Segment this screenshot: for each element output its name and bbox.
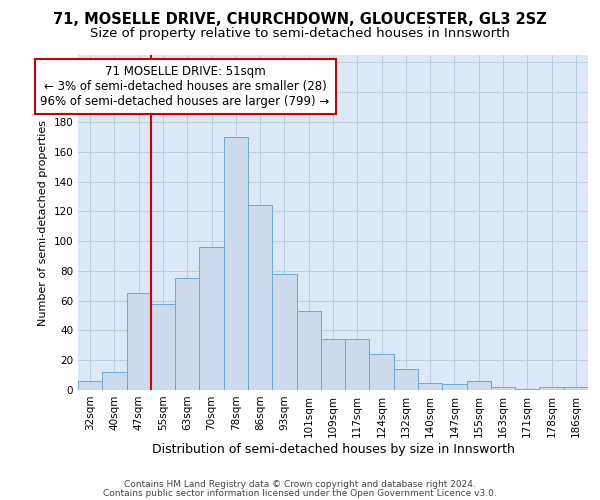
- Bar: [539, 387, 564, 390]
- Bar: [564, 387, 588, 390]
- Bar: [248, 206, 272, 390]
- Bar: [467, 381, 491, 390]
- Bar: [78, 381, 102, 390]
- Bar: [394, 369, 418, 390]
- Y-axis label: Number of semi-detached properties: Number of semi-detached properties: [38, 120, 48, 326]
- Bar: [321, 340, 345, 390]
- Bar: [127, 293, 151, 390]
- Bar: [370, 354, 394, 390]
- Bar: [151, 304, 175, 390]
- Bar: [102, 372, 127, 390]
- Bar: [515, 388, 539, 390]
- Text: 71, MOSELLE DRIVE, CHURCHDOWN, GLOUCESTER, GL3 2SZ: 71, MOSELLE DRIVE, CHURCHDOWN, GLOUCESTE…: [53, 12, 547, 28]
- X-axis label: Distribution of semi-detached houses by size in Innsworth: Distribution of semi-detached houses by …: [152, 442, 514, 456]
- Bar: [442, 384, 467, 390]
- Text: Contains HM Land Registry data © Crown copyright and database right 2024.: Contains HM Land Registry data © Crown c…: [124, 480, 476, 489]
- Bar: [272, 274, 296, 390]
- Bar: [345, 340, 370, 390]
- Bar: [224, 137, 248, 390]
- Text: Contains public sector information licensed under the Open Government Licence v3: Contains public sector information licen…: [103, 488, 497, 498]
- Bar: [491, 387, 515, 390]
- Bar: [296, 311, 321, 390]
- Bar: [418, 382, 442, 390]
- Bar: [199, 247, 224, 390]
- Text: Size of property relative to semi-detached houses in Innsworth: Size of property relative to semi-detach…: [90, 28, 510, 40]
- Text: 71 MOSELLE DRIVE: 51sqm
← 3% of semi-detached houses are smaller (28)
96% of sem: 71 MOSELLE DRIVE: 51sqm ← 3% of semi-det…: [40, 65, 330, 108]
- Bar: [175, 278, 199, 390]
